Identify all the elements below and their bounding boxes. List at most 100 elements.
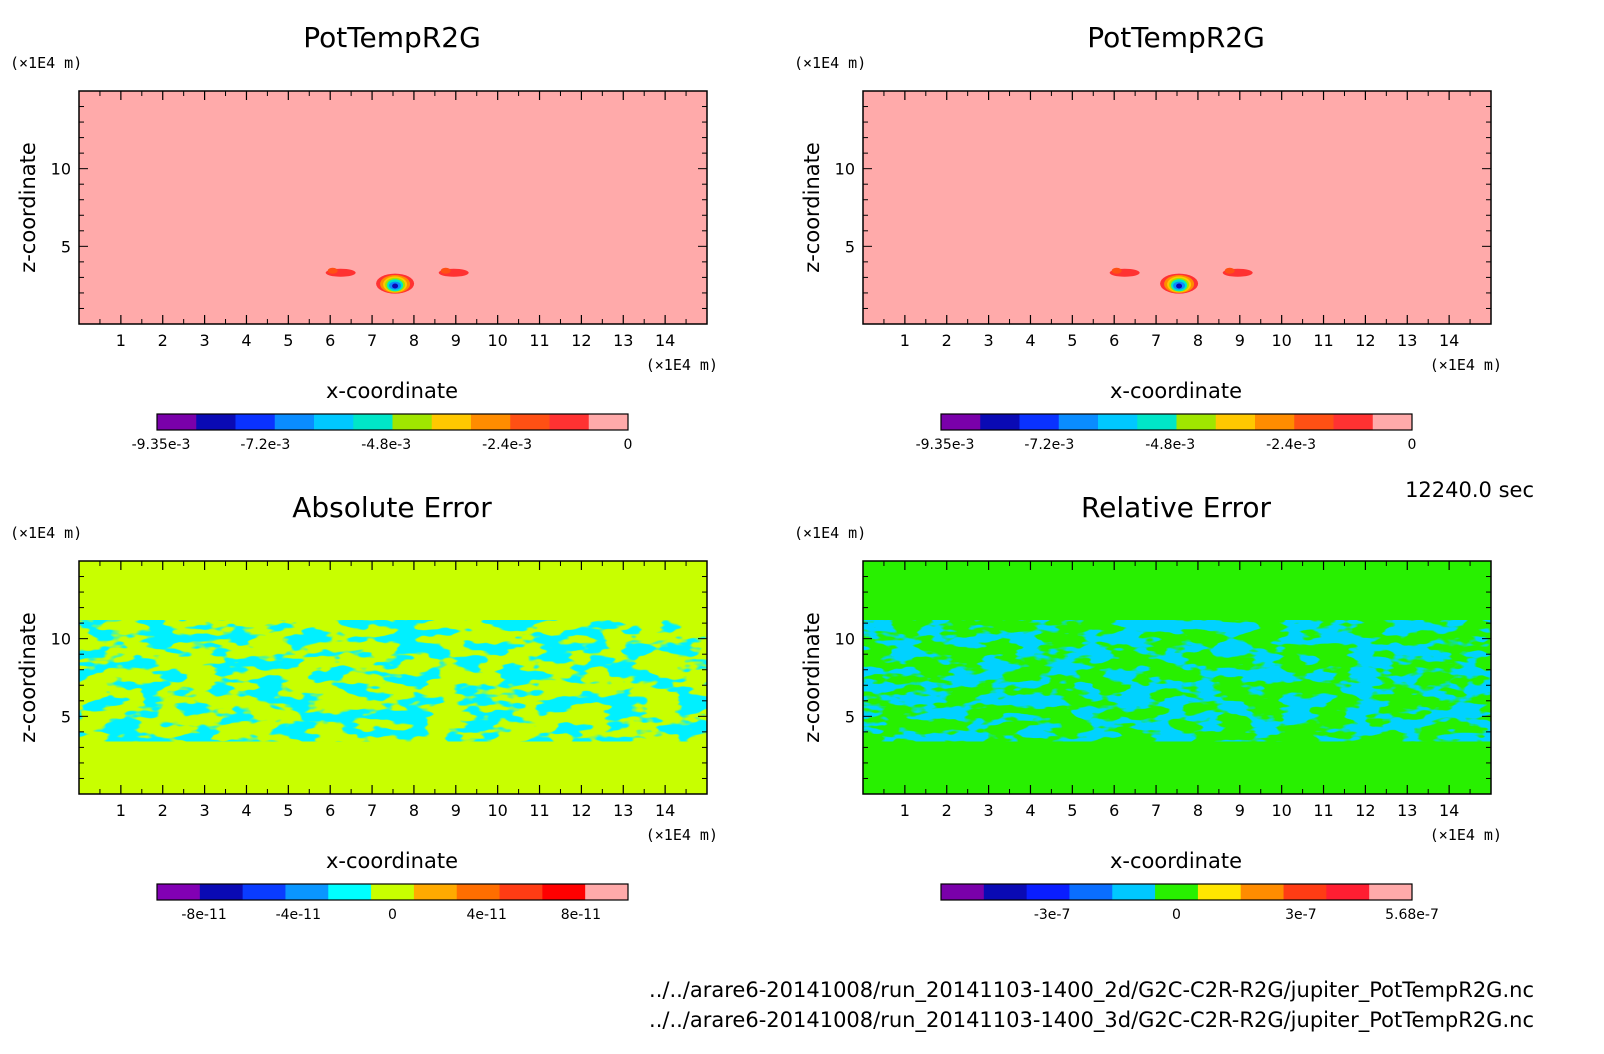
y-axis-label: z-coordinate [16, 612, 40, 743]
anomaly-patch-core [1224, 267, 1235, 274]
x-tick-label: 8 [1193, 331, 1203, 350]
colorbar-swatch [392, 414, 433, 430]
colorbar-tick-label: -2.4e-3 [482, 437, 532, 453]
x-tick-label: 3 [984, 801, 994, 820]
x-tick-label: 5 [283, 801, 293, 820]
colorbar-swatch [1026, 884, 1070, 900]
y-tick-label: 5 [845, 707, 855, 726]
colorbar-swatch [196, 414, 236, 430]
x-tick-label: 4 [1025, 331, 1035, 350]
x-unit-label: (×1E4 m) [646, 356, 718, 374]
colorbar-frame [156, 883, 629, 901]
x-tick-label: 3 [200, 331, 210, 350]
colorbar-swatch [431, 414, 472, 430]
colorbar-swatch [235, 414, 276, 430]
colorbar-swatch [585, 884, 629, 900]
x-tick-label: 5 [1067, 331, 1077, 350]
time-label: 12240.0 sec [1405, 478, 1534, 502]
colorbar-swatch [1255, 414, 1295, 430]
colorbar-tick-label: 4e-11 [467, 907, 507, 923]
colorbar-swatch [549, 414, 590, 430]
colorbar-swatch [1240, 884, 1285, 900]
colorbar-swatch [285, 884, 329, 900]
y-tick-label: 5 [845, 237, 855, 256]
x-tick-label: 10 [487, 331, 507, 350]
x-tick-label: 9 [451, 331, 461, 350]
plot-content [863, 620, 1491, 742]
y-unit-label: (×1E4 m) [794, 524, 866, 542]
y-tick-label: 10 [835, 160, 855, 179]
colorbar-tick-label: -3e-7 [1034, 907, 1071, 923]
colorbar-swatch [1069, 884, 1113, 900]
colorbar-swatch [456, 884, 501, 900]
x-tick-label: 7 [367, 331, 377, 350]
chart-title: PotTempR2G [303, 21, 481, 54]
colorbar-tick-label: 0 [388, 907, 397, 923]
x-unit-label: (×1E4 m) [1430, 356, 1502, 374]
x-tick-label: 13 [613, 331, 633, 350]
x-axis-label: x-coordinate [326, 379, 458, 403]
colorbar-tick-label: -9.35e-3 [132, 437, 191, 453]
x-tick-label: 13 [1397, 801, 1417, 820]
colorbar-swatch [980, 414, 1020, 430]
plot-content [325, 267, 469, 294]
chart-panel-1: PotTempR2G(×1E4 m)1 2 3 4 5 6 7 8 9 10 11 12 13 14510… [10, 21, 718, 453]
colorbar-swatch [1372, 414, 1413, 430]
x-tick-label: 4 [1025, 801, 1035, 820]
colorbar-swatch [1112, 884, 1156, 900]
colorbar-swatch [1369, 884, 1413, 900]
colorbar-swatch [1333, 414, 1374, 430]
x-tick-label: 14 [655, 801, 675, 820]
x-unit-label: (×1E4 m) [1430, 826, 1502, 844]
x-tick-label: 14 [655, 331, 675, 350]
x-tick-label: 13 [613, 801, 633, 820]
y-tick-label: 10 [51, 160, 71, 179]
anomaly-patch-core [1111, 267, 1122, 274]
x-tick-label: 1 [900, 801, 910, 820]
x-tick-label: 7 [1151, 801, 1161, 820]
y-axis-label: z-coordinate [800, 142, 824, 273]
chart-panel-3: Absolute Error(×1E4 m)1 2 3 4 5 6 7 8 9 10 11 12 13 1… [10, 491, 718, 923]
x-tick-label: 14 [1439, 801, 1459, 820]
colorbar-swatch [1019, 414, 1060, 430]
colorbar-swatch [242, 884, 286, 900]
y-axis-label: z-coordinate [16, 142, 40, 273]
colorbar-swatch [1176, 414, 1217, 430]
x-axis-label: x-coordinate [1110, 379, 1242, 403]
colorbar-swatch [1326, 884, 1370, 900]
chart-title: Absolute Error [292, 491, 492, 524]
colorbar-tick-label: 0 [1408, 437, 1417, 453]
x-tick-label: 2 [158, 801, 168, 820]
x-tick-label: 12 [1355, 801, 1375, 820]
colorbar-tick-label: -4.8e-3 [361, 437, 411, 453]
colorbar-swatch [157, 884, 201, 900]
x-tick-label: 6 [325, 331, 335, 350]
x-tick-label: 2 [942, 331, 952, 350]
colorbar-tick-label: -4.8e-3 [1145, 437, 1195, 453]
x-axis-label: x-coordinate [1110, 849, 1242, 873]
x-tick-label: 7 [367, 801, 377, 820]
x-tick-label: 9 [1235, 331, 1245, 350]
x-tick-label: 9 [451, 801, 461, 820]
x-tick-label: 13 [1397, 331, 1417, 350]
colorbar-swatch [471, 414, 511, 430]
x-tick-label: 6 [1109, 331, 1119, 350]
colorbar-tick-label: -2.4e-3 [1266, 437, 1316, 453]
colorbar-swatch [199, 884, 244, 900]
plot-content [79, 620, 707, 742]
x-tick-label: 5 [283, 331, 293, 350]
colorbar-tick-label: -7.2e-3 [240, 437, 290, 453]
anomaly-contour [1176, 283, 1183, 289]
x-tick-label: 2 [158, 331, 168, 350]
x-tick-label: 1 [116, 331, 126, 350]
x-tick-label: 9 [1235, 801, 1245, 820]
colorbar-tick-label: -9.35e-3 [916, 437, 975, 453]
colorbar-swatch [542, 884, 586, 900]
colorbar-swatch [1098, 414, 1138, 430]
colorbar-tick-label: -8e-11 [181, 907, 226, 923]
x-tick-label: 6 [325, 801, 335, 820]
y-unit-label: (×1E4 m) [10, 524, 82, 542]
colorbar-tick-label: 0 [1172, 907, 1181, 923]
colorbar-frame [940, 413, 1413, 431]
x-tick-label: 3 [984, 331, 994, 350]
